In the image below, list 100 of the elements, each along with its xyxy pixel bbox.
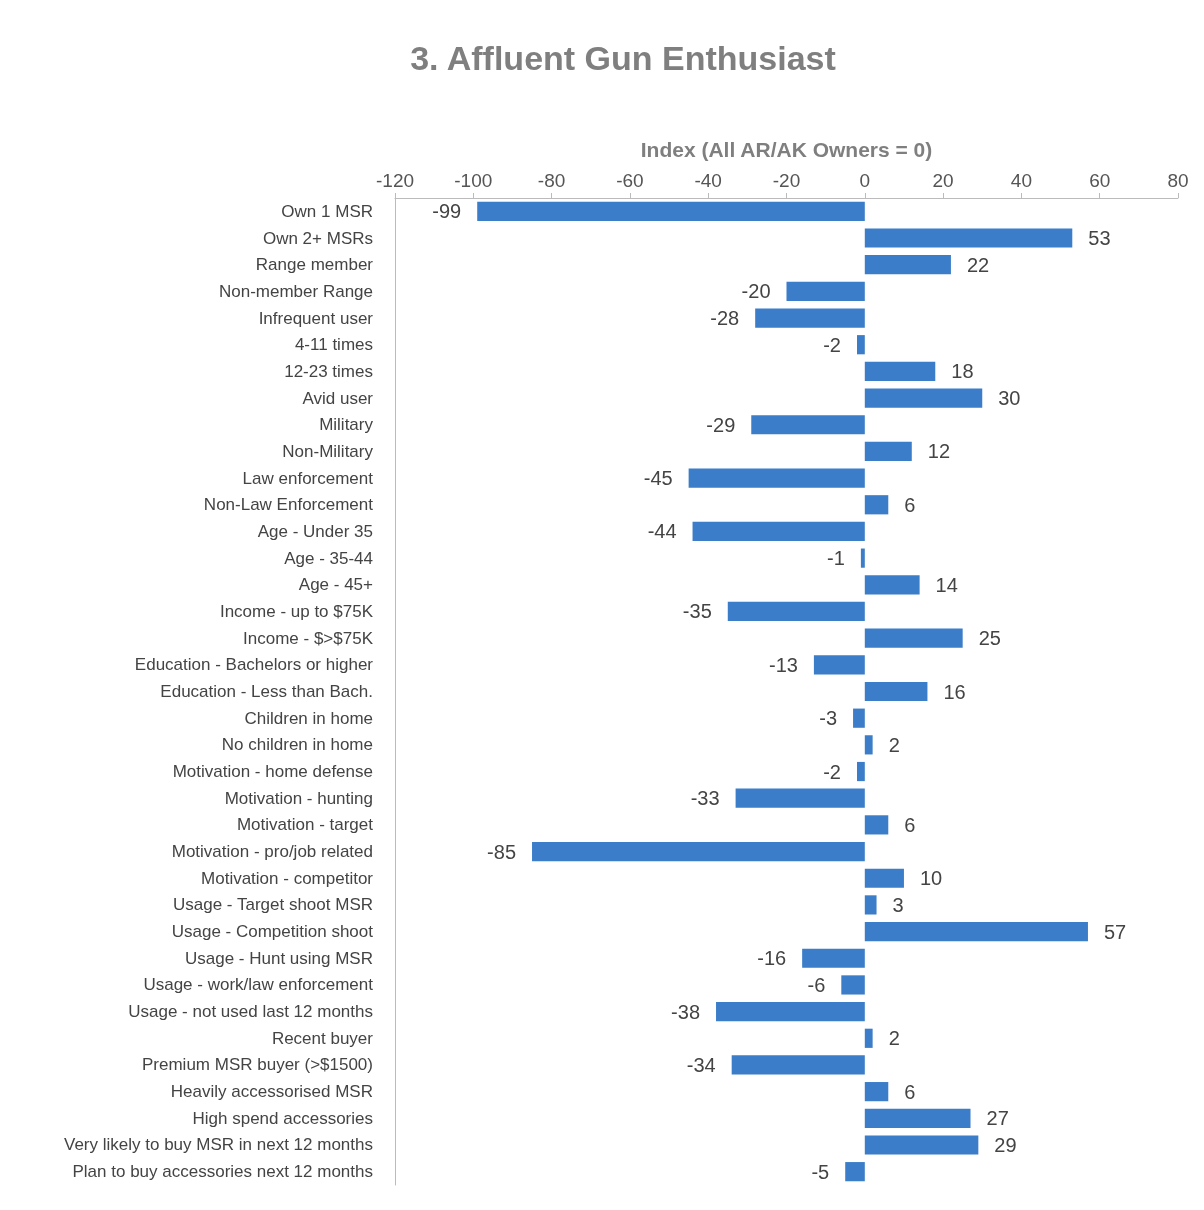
data-label: 3: [892, 893, 904, 916]
data-label: -3: [819, 707, 838, 730]
bar: [735, 788, 865, 808]
data-label: -44: [647, 520, 677, 543]
y-tick-label: Age - 45+: [298, 575, 374, 595]
data-label: 6: [904, 493, 916, 516]
bar: [477, 201, 865, 221]
data-label: 2: [888, 733, 900, 756]
data-label: 30: [998, 387, 1021, 410]
data-label: 27: [986, 1107, 1009, 1130]
y-tick-label: Income - up to $75K: [219, 601, 374, 621]
bar: [853, 708, 865, 728]
data-label: -33: [690, 787, 720, 810]
bar: [786, 281, 865, 301]
y-tick-label: Non-Military: [282, 441, 374, 461]
y-tick-label: Own 2+ MSRs: [262, 228, 373, 248]
x-tick-label: -60: [616, 170, 644, 191]
bar: [731, 1055, 865, 1075]
y-tick-label: Age - 35-44: [284, 548, 373, 568]
y-tick-label: Non-Law Enforcement: [203, 495, 374, 515]
y-tick-label: Motivation - home defense: [172, 762, 373, 782]
x-tick-label: 60: [1089, 170, 1111, 191]
bar: [864, 361, 936, 381]
bar: [864, 735, 873, 755]
data-label: -29: [706, 413, 736, 436]
data-label: -99: [432, 200, 462, 223]
data-label: -34: [686, 1053, 716, 1076]
chart-title: 3. Affluent Gun Enthusiast: [410, 39, 836, 77]
bar: [856, 761, 865, 782]
data-label: 2: [888, 1027, 900, 1050]
y-tick-label: Income - $>$75K: [243, 628, 374, 648]
bar: [864, 1082, 889, 1102]
x-tick-label: -20: [772, 170, 801, 191]
data-label: 25: [978, 627, 1001, 650]
y-tick-label: Motivation - target: [236, 815, 374, 835]
data-label: -45: [643, 467, 673, 490]
data-label: -38: [671, 1000, 701, 1023]
y-tick-label: Avid user: [302, 388, 374, 408]
data-label: 12: [927, 440, 951, 463]
bar: [532, 841, 865, 862]
x-tick-label: -80: [537, 170, 566, 191]
data-label: 6: [904, 1080, 916, 1103]
y-tick-label: No children in home: [221, 735, 373, 755]
data-label: -2: [823, 333, 841, 356]
data-label: 22: [966, 253, 990, 276]
y-tick-label: Usage - Competition shoot: [171, 922, 374, 942]
x-tick-label: 80: [1167, 170, 1189, 191]
bar: [864, 681, 928, 702]
bar: [864, 495, 889, 515]
y-tick-label: Motivation - competitor: [201, 868, 374, 888]
data-label: 18: [951, 360, 974, 383]
data-label: 6: [904, 813, 916, 836]
data-label: 57: [1103, 920, 1127, 943]
y-tick-label: Non-member Range: [218, 281, 373, 301]
bar: [864, 921, 1088, 942]
x-tick-label: 40: [1010, 170, 1032, 191]
bar: [751, 415, 865, 435]
x-tick-label: -100: [454, 170, 493, 191]
data-label: 29: [994, 1133, 1017, 1156]
y-tick-label: Plan to buy accessories next 12 months: [72, 1162, 373, 1182]
y-tick-label: Recent buyer: [271, 1028, 374, 1048]
bar: [692, 521, 865, 542]
data-label: -1: [827, 547, 845, 570]
x-axis-title: Index (All AR/AK Owners = 0): [640, 138, 933, 161]
bar: [841, 975, 865, 995]
y-tick-label: Law enforcement: [242, 468, 374, 488]
bar: [864, 868, 904, 888]
data-label: -20: [741, 280, 771, 303]
y-tick-label: Very likely to buy MSR in next 12 months: [64, 1135, 373, 1155]
y-tick-label: Usage - not used last 12 months: [128, 1002, 373, 1022]
y-tick-label: Education - Bachelors or higher: [134, 655, 374, 675]
bar: [864, 1135, 979, 1155]
data-label: -13: [769, 653, 798, 676]
bar: [802, 948, 865, 968]
bar: [864, 388, 983, 408]
y-tick-label: Usage - Hunt using MSR: [184, 948, 373, 968]
bar: [856, 335, 865, 355]
y-tick-label: Education - Less than Bach.: [160, 682, 373, 701]
data-label: -35: [682, 600, 712, 623]
bar: [845, 1162, 865, 1182]
bar: [716, 1002, 865, 1022]
y-tick-label: Own 1 MSR: [281, 201, 373, 221]
bar: [755, 308, 865, 328]
y-tick-label: Military: [319, 415, 374, 435]
bar: [864, 255, 951, 275]
bar: [864, 628, 963, 648]
bar: [864, 1028, 873, 1048]
x-tick-label: -120: [375, 170, 415, 191]
y-tick-label: Children in home: [244, 708, 373, 728]
x-tick-label: 20: [932, 170, 954, 191]
y-tick-label: Motivation - hunting: [224, 788, 373, 808]
data-label: 16: [943, 680, 966, 703]
y-tick-label: Heavily accessorised MSR: [170, 1082, 373, 1102]
data-label: -6: [807, 973, 826, 996]
y-tick-label: Infrequent user: [258, 308, 374, 328]
bar: [727, 601, 865, 622]
bar: [864, 815, 889, 835]
x-tick-label: -40: [694, 170, 722, 191]
y-tick-label: Premium MSR buyer (>$1500): [141, 1055, 373, 1075]
bar: [864, 228, 1073, 248]
